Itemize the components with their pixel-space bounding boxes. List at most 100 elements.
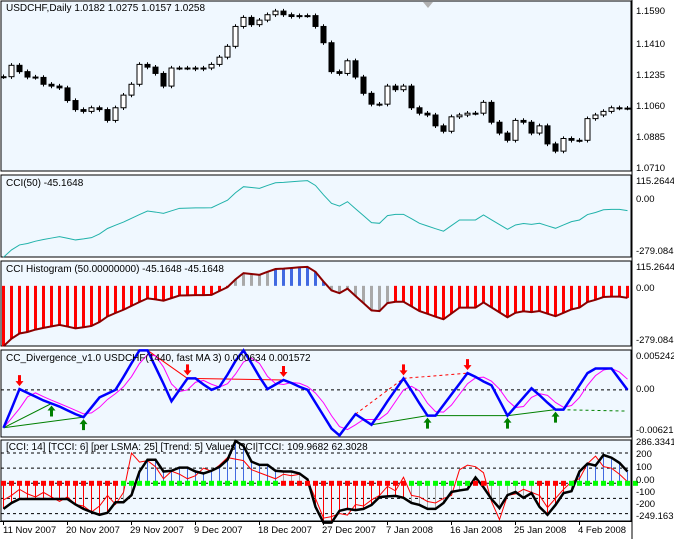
tcci-axis-label: 100 — [636, 462, 652, 473]
bearish-divergence-line — [403, 372, 468, 379]
trend-dot — [273, 480, 278, 486]
tcci-axis-label: -100 — [636, 487, 656, 498]
candle — [184, 67, 191, 70]
price-label: 1.1410 — [636, 39, 666, 50]
candle — [432, 114, 439, 127]
date-label: 11 Nov 2007 — [3, 525, 57, 536]
candle — [176, 67, 183, 70]
divergence-title: CC_Divergence_v1.0 USDCHF(1440, fast MA … — [6, 353, 311, 364]
candle — [584, 118, 591, 141]
candle — [144, 63, 151, 68]
shift-marker-icon — [423, 2, 433, 8]
candle — [136, 63, 143, 85]
candle — [568, 137, 575, 141]
trend-dot — [457, 480, 462, 486]
trend-dot — [217, 480, 222, 486]
candle — [320, 25, 327, 44]
date-label: 18 Dec 2007 — [258, 525, 312, 536]
trend-dot — [369, 480, 374, 486]
hist-axis-label: -279.084 — [636, 335, 674, 346]
bearish-divergence-line — [187, 377, 284, 381]
trend-dot — [433, 480, 438, 486]
up-arrow-icon — [503, 417, 512, 429]
candle — [96, 107, 103, 111]
candle — [56, 85, 63, 89]
candle — [0, 76, 7, 79]
trend-dot — [497, 480, 502, 486]
tcci-line — [3, 451, 628, 522]
candle — [256, 19, 263, 26]
trend-dot — [577, 480, 582, 486]
trend-dot — [129, 480, 134, 486]
trend-dot — [233, 480, 238, 486]
trend-dot — [561, 480, 566, 486]
trend-dot — [321, 480, 326, 486]
candle — [408, 85, 415, 109]
trend-dot — [249, 480, 254, 486]
trend-dot — [401, 480, 406, 486]
candle — [216, 56, 223, 65]
candle — [376, 103, 383, 106]
date-label: 20 Nov 2007 — [66, 525, 120, 536]
trend-dot — [593, 480, 598, 486]
down-arrow-icon — [279, 365, 288, 377]
candle — [168, 67, 175, 87]
candle — [592, 114, 599, 120]
trend-dot — [225, 480, 230, 486]
bullish-divergence-line — [3, 416, 84, 429]
candle — [104, 109, 111, 121]
candle — [496, 121, 503, 134]
trend-dot — [337, 480, 342, 486]
histogram-outline — [2, 265, 628, 347]
trend-dot — [9, 480, 14, 486]
tcci-axis-label: -200 — [636, 499, 656, 510]
trend-dot — [193, 480, 198, 486]
div-signal-line — [3, 354, 628, 431]
candle — [424, 112, 431, 116]
bearish-divergence-line — [147, 349, 188, 379]
price-label: 1.1235 — [636, 70, 666, 81]
candle — [160, 72, 167, 87]
tcci-axis-label: 0.00 — [636, 475, 655, 486]
tcci-axis-label: -249.163 — [636, 511, 674, 522]
trend-dot — [537, 480, 542, 486]
trend-dot — [89, 480, 94, 486]
candle — [456, 114, 463, 118]
candle — [264, 14, 271, 21]
date-label: 9 Dec 2007 — [194, 525, 243, 536]
trend-dot — [329, 480, 334, 486]
candle — [528, 121, 535, 134]
candle — [208, 63, 215, 69]
candle — [560, 137, 567, 152]
price-label: 1.1590 — [636, 6, 666, 17]
trend-dot — [265, 480, 270, 486]
bullish-divergence-line — [507, 409, 556, 417]
cci-title: CCI(50) -45.1648 — [6, 178, 84, 189]
trend-dot — [569, 480, 574, 486]
trend-dot — [481, 480, 486, 486]
trend-dot — [505, 480, 510, 486]
candle — [128, 83, 135, 96]
trend-dot — [65, 480, 70, 486]
div-axis-label: 0.00 — [636, 384, 655, 395]
candle — [544, 125, 551, 145]
cci-axis-label: -279.084 — [636, 246, 674, 257]
candle — [344, 60, 351, 74]
trend-dot — [49, 480, 54, 486]
candle — [272, 10, 279, 16]
candle — [384, 85, 391, 105]
trend-dot — [153, 480, 158, 486]
candle — [480, 101, 487, 114]
candle — [536, 125, 543, 134]
candle — [64, 87, 71, 102]
trend-dot — [241, 480, 246, 486]
trend-dot — [545, 480, 550, 486]
trend-dot — [57, 480, 62, 486]
candle — [224, 45, 231, 58]
tcci-axis-label: 200 — [636, 449, 652, 460]
trend-dot — [25, 480, 30, 486]
trend-dot — [489, 480, 494, 486]
trend-dot — [465, 480, 470, 486]
